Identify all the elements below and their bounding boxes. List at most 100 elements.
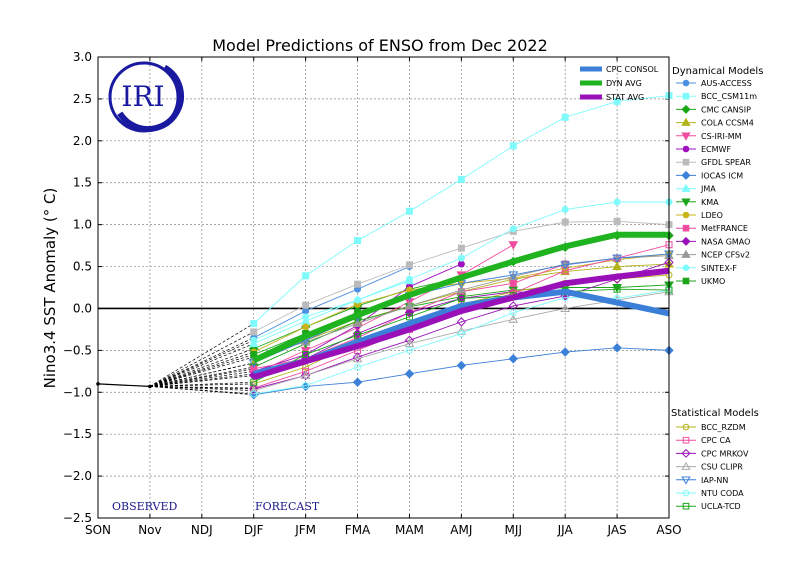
legend-label: IOCAS ICM [701,171,743,180]
x-tick-label: JJA [557,523,574,537]
projection-line [149,368,254,387]
data-point [682,264,690,272]
chart-title: Model Predictions of ENSO from Dec 2022 [212,36,548,55]
legend-title-statistical: Statistical Models [671,408,759,419]
data-point [613,285,621,293]
x-tick-label: DJF [244,523,264,537]
data-point [404,338,415,348]
series-line [253,266,410,339]
legend-label: CPC MRKOV [701,449,749,458]
data-point [354,280,362,288]
series-line [253,280,410,345]
data-point [509,309,517,317]
data-point [681,117,691,126]
projection-line [149,323,254,387]
data-point [561,206,569,214]
data-point [681,461,691,470]
plot-frame [97,56,670,519]
data-point [354,331,362,339]
legend-label: KMA [701,198,719,207]
data-point [682,224,690,232]
projection-line [149,337,254,387]
legend-label: IAP-NN [701,476,728,485]
data-point [613,198,621,206]
data-point [456,326,467,335]
data-point [682,79,690,87]
data-point [508,354,518,364]
data-point [405,261,413,269]
data-point [405,346,413,354]
data-point [302,272,310,280]
data-point [456,285,467,294]
data-point [682,145,690,153]
legend-label: CMC CANSIP [701,105,751,114]
series-line [253,253,670,364]
legend-label: GFDL SPEAR [701,158,751,167]
data-point [405,313,413,321]
legend-label: CS-IRI-MM [701,132,742,141]
y-tick-label: 2.5 [73,92,92,106]
data-point [682,423,690,431]
data-point [681,236,691,246]
series-line [253,261,670,390]
data-point [302,351,310,359]
y-tick-label: −0.5 [63,343,92,357]
x-tick-label: MJJ [505,523,522,537]
data-point [457,260,465,268]
data-point [509,225,517,233]
data-point [457,254,465,262]
data-point [354,296,362,304]
projection-line [149,381,254,387]
data-point [456,317,467,327]
data-point [561,267,569,275]
dashed-projection-layer [149,323,254,396]
data-point [508,271,519,280]
data-point [250,320,258,328]
data-point [682,489,690,497]
observed-series-layer [96,382,152,389]
data-point [682,502,690,510]
legend-label: BCC_CSM11m [701,92,757,101]
legend-label: ECMWF [701,145,731,154]
legend-label: UKMO [701,277,725,286]
data-point [457,175,465,183]
y-axis-label: Nino3.4 SST Anomaly (° C) [41,188,59,389]
x-tick-label: MAM [395,523,424,537]
data-point [302,301,310,309]
y-tick-label: 0.5 [73,260,92,274]
data-point [404,335,415,346]
data-point [509,142,517,150]
data-point [457,330,465,338]
y-tick-label: 1.5 [73,176,92,190]
x-tick-label: AMJ [450,523,472,537]
data-point [560,347,570,357]
data-point [302,323,310,331]
x-tick-label: FMA [345,523,371,537]
data-point [354,363,362,371]
data-point [508,314,519,323]
projection-line [149,356,254,387]
projection-line [149,362,254,387]
data-point [681,476,691,485]
data-point [300,370,311,380]
data-point [681,183,691,192]
x-tick-label: Nov [138,523,161,537]
data-point [681,170,691,180]
y-tick-label: −2.0 [63,469,92,483]
x-tick-label: JFM [294,523,316,537]
observed-line [97,383,150,388]
data-point [613,97,621,105]
iri-logo-text: IRI [121,80,164,113]
data-point [613,217,621,225]
data-point [682,211,690,219]
data-point [302,313,310,321]
y-tick-label: −1.0 [63,385,92,399]
projection-line [149,343,254,387]
legend-label: SINTEX-F [701,264,737,273]
iri-logo: IRI [108,60,184,133]
legend-label: COLA CCSM4 [701,119,754,128]
consensus-legend: CPC CONSOL DYN AVG STAT AVG [580,65,659,102]
data-point [405,207,413,215]
projection-line [149,351,254,387]
data-point [612,261,622,271]
